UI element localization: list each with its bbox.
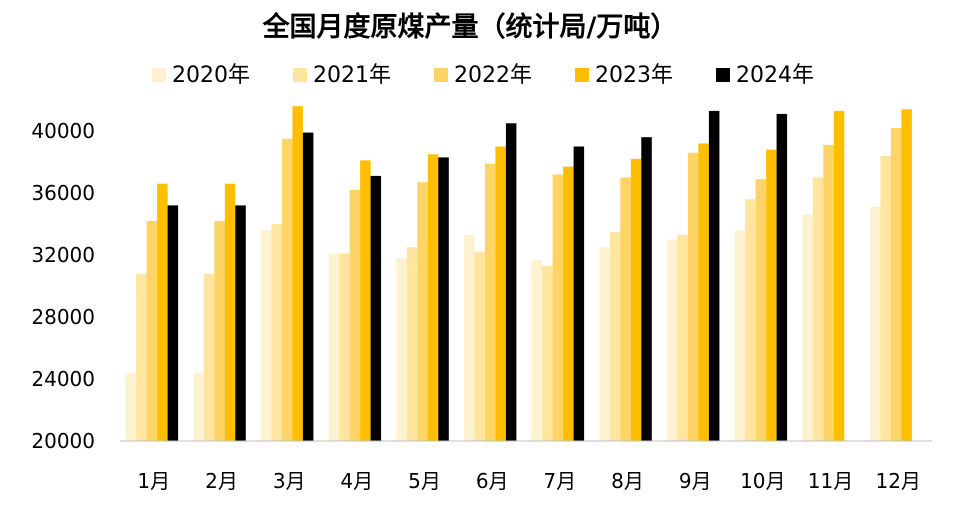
x-tick-label: 8月 <box>611 469 644 493</box>
bar-2022年-2月 <box>214 220 225 441</box>
y-tick-label: 20000 <box>31 429 95 453</box>
bar-2021年-6月 <box>474 251 485 441</box>
bar-2023年-2月 <box>224 183 236 441</box>
x-tick-label: 12月 <box>875 469 920 493</box>
bar-2023年-1月 <box>157 183 168 441</box>
x-tick-label: 7月 <box>543 469 576 493</box>
bar-2022年-6月 <box>484 163 496 441</box>
bar-2022年-5月 <box>417 182 428 441</box>
bar-2021年-12月 <box>880 155 891 442</box>
bar-2020年-11月 <box>802 214 813 441</box>
bar-2023年-7月 <box>563 166 574 441</box>
x-tick-label: 2月 <box>205 469 238 493</box>
legend-label: 2021年 <box>313 63 391 88</box>
bar-2024年-9月 <box>708 110 720 442</box>
bar-2024年-2月 <box>235 205 246 441</box>
bar-2021年-9月 <box>677 234 688 441</box>
bar-2021年-7月 <box>542 265 553 441</box>
bar-2020年-5月 <box>396 258 407 441</box>
bar-2020年-4月 <box>328 253 340 441</box>
x-tick-label: 4月 <box>340 469 373 493</box>
chart-title: 全国月度原煤产量（统计局/万吨） <box>262 11 678 43</box>
legend-label: 2024年 <box>736 63 814 88</box>
bar-2024年-5月 <box>438 157 449 441</box>
legend-swatch <box>434 68 448 82</box>
bar-2024年-10月 <box>776 113 788 442</box>
x-tick-label: 1月 <box>137 469 170 493</box>
bar-2023年-11月 <box>833 110 845 442</box>
bar-2023年-9月 <box>698 143 709 441</box>
bar-2024年-3月 <box>302 132 314 441</box>
bar-2022年-1月 <box>146 220 158 441</box>
bar-2020年-3月 <box>260 230 272 441</box>
bar-2020年-10月 <box>734 230 746 441</box>
bar-2020年-2月 <box>193 372 204 441</box>
x-tick-label: 6月 <box>476 469 509 493</box>
y-tick-label: 32000 <box>31 243 95 267</box>
bar-2021年-8月 <box>609 231 621 442</box>
bar-2020年-1月 <box>125 372 137 441</box>
legend: 2020年 2021年 2022年 2023年 2024年 <box>152 63 814 88</box>
bar-2022年-7月 <box>552 174 564 441</box>
legend-swatch <box>293 68 307 82</box>
bar-2023年-12月 <box>901 109 912 442</box>
x-tick-label: 9月 <box>679 469 712 493</box>
x-axis: 1月 2月 3月 4月 5月 6月 7月 8月 9月 10月 11月 12月 <box>137 469 920 493</box>
bar-2024年-4月 <box>370 175 382 441</box>
bar-2024年-8月 <box>641 137 652 441</box>
bar-2024年-1月 <box>167 205 179 441</box>
y-tick-label: 36000 <box>31 181 95 205</box>
x-tick-label: 11月 <box>808 469 853 493</box>
bar-2022年-10月 <box>755 179 767 441</box>
bar-2023年-8月 <box>630 158 642 441</box>
legend-swatch <box>716 68 730 82</box>
bar-2022年-3月 <box>281 138 293 442</box>
bar-2021年-3月 <box>271 224 282 441</box>
y-tick-label: 24000 <box>31 367 95 391</box>
bar-2020年-12月 <box>869 206 881 441</box>
bar-2020年-9月 <box>666 239 678 441</box>
legend-label: 2022年 <box>454 63 532 88</box>
y-axis: 20000 24000 28000 32000 36000 40000 <box>31 119 95 453</box>
bar-2023年-6月 <box>495 146 506 441</box>
bar-2021年-5月 <box>406 247 418 441</box>
bar-2023年-10月 <box>766 149 777 441</box>
bar-2021年-10月 <box>745 199 756 441</box>
legend-swatch <box>152 68 166 82</box>
legend-label: 2023年 <box>595 63 673 88</box>
bar-2022年-8月 <box>620 177 631 441</box>
y-tick-label: 28000 <box>31 305 95 329</box>
y-tick-label: 40000 <box>31 119 95 143</box>
bars <box>125 106 912 442</box>
bar-2022年-12月 <box>890 127 902 442</box>
bar-2022年-4月 <box>349 189 361 441</box>
bar-2023年-4月 <box>360 160 371 441</box>
x-tick-label: 10月 <box>740 469 785 493</box>
bar-2021年-4月 <box>339 253 350 441</box>
bar-2022年-9月 <box>687 152 699 441</box>
legend-swatch <box>575 68 589 82</box>
x-tick-label: 3月 <box>273 469 306 493</box>
bar-2024年-7月 <box>573 146 585 441</box>
bar-2020年-8月 <box>599 247 610 441</box>
bar-2020年-7月 <box>531 259 543 441</box>
bar-2023年-3月 <box>292 106 303 441</box>
bar-2023年-5月 <box>427 154 439 442</box>
bar-2021年-2月 <box>203 273 215 441</box>
bar-2022年-11月 <box>823 144 834 441</box>
legend-label: 2020年 <box>172 63 250 88</box>
bar-2020年-6月 <box>463 234 475 441</box>
bar-2024年-6月 <box>505 123 517 442</box>
bar-2021年-1月 <box>136 273 147 441</box>
x-tick-label: 5月 <box>408 469 441 493</box>
bar-2021年-11月 <box>812 177 824 441</box>
